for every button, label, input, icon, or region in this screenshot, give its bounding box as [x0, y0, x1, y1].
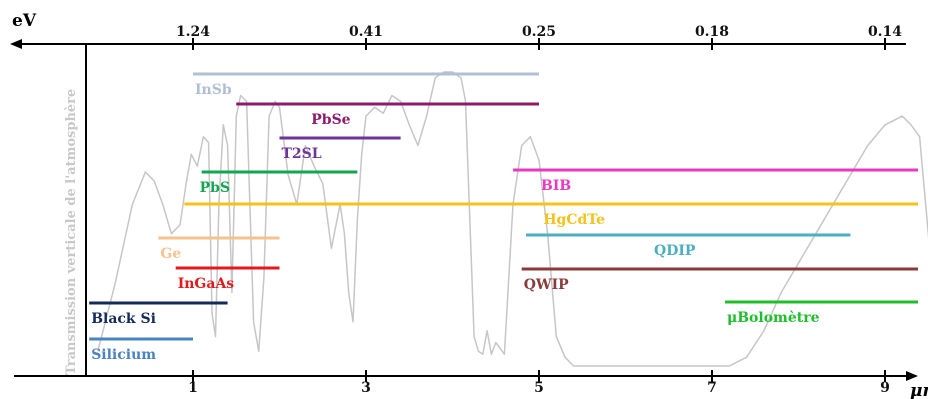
x-tick-label: 9	[880, 380, 890, 396]
label-insb: InSb	[195, 82, 232, 98]
label-qdip: QDIP	[654, 243, 696, 259]
x-axis-label: μm	[910, 381, 928, 399]
x2-tick-label: 0.14	[868, 24, 902, 40]
x-tick-label: 5	[534, 380, 544, 396]
x2-axis-label: eV	[12, 11, 37, 31]
detector-bars-layer: InSb PbSe T2SL PbS BIB HgCdTe QDIP Ge InGaAs QWIP…	[89, 72, 918, 363]
label-pbs: PbS	[200, 180, 230, 196]
label-black-si: Black Si	[91, 311, 156, 327]
label--bolom-tre: μBolomètre	[727, 310, 820, 326]
label-silicium: Silicium	[91, 347, 156, 363]
label-ingaas: InGaAs	[178, 276, 235, 292]
top-axis-arrow	[10, 39, 22, 49]
label-ge: Ge	[160, 246, 181, 262]
x-tick-label: 3	[361, 380, 371, 396]
transmission-curve-layer	[97, 71, 928, 367]
x2-tick-label: 0.25	[522, 24, 556, 40]
transmission-curve	[97, 71, 928, 367]
x2-tick-label: 0.41	[349, 24, 383, 40]
x2-tick-label: 1.24	[176, 24, 210, 40]
label-t2sl: T2SL	[282, 146, 322, 162]
label-qwip: QWIP	[524, 277, 569, 293]
x2-tick-label: 0.18	[695, 24, 729, 40]
y-axis-label: Transmission verticale de l'atmosphère	[64, 89, 79, 375]
label-bib: BIB	[541, 178, 571, 194]
x-tick-label: 1	[188, 380, 198, 396]
bottom-axis-arrow	[906, 371, 918, 381]
x-tick-label: 7	[707, 380, 717, 396]
tick-layer: 1 3 5 7 9 1.24 0.41 0.25 0.18 0.14	[176, 24, 902, 396]
label-hgcdte: HgCdTe	[543, 212, 605, 228]
label-pbse: PbSe	[311, 112, 350, 128]
